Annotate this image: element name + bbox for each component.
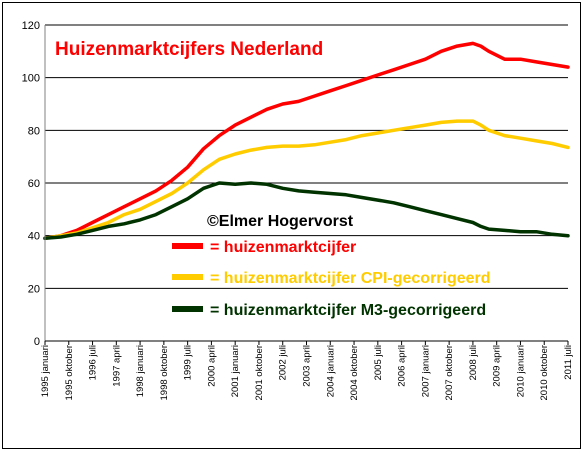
x-tick-label: 1999 juli — [183, 345, 194, 380]
x-tick-label: 2005 juli — [373, 345, 384, 380]
y-tick-label: 60 — [28, 178, 40, 190]
copyright-annotation: ©Elmer Hogervorst — [207, 213, 354, 230]
x-tick-label: 2003 april — [302, 345, 313, 387]
x-tick-label: 2009 april — [492, 345, 503, 387]
x-tick-label: 2011 juli — [563, 345, 574, 380]
x-tick-label: 2008 juli — [468, 345, 479, 380]
y-tick-label: 80 — [28, 125, 40, 137]
series-line-cpi-gecorrigeerd — [43, 119, 570, 241]
axes — [44, 25, 569, 345]
legend-label-cpi: = huizenmarktcijfer CPI-gecorrigeerd — [210, 270, 491, 287]
legend: = huizenmarktcijfer = huizenmarktcijfer … — [172, 239, 491, 319]
x-tick-label: 1998 januari — [135, 345, 146, 397]
x-tick-label: 2004 januari — [325, 345, 336, 397]
x-tick-label: 2010 oktober — [539, 345, 550, 400]
x-tick-label: 2007 oktober — [444, 345, 455, 400]
x-tick-label: 2000 april — [206, 345, 217, 387]
y-tick-label: 120 — [22, 20, 40, 32]
chart-title: Huizenmarktcijfers Nederland — [55, 39, 323, 60]
x-tick-label: 2001 januari — [230, 345, 241, 397]
y-tick-label: 20 — [28, 283, 40, 295]
legend-label-m3: = huizenmarktcijfer M3-gecorrigeerd — [210, 302, 486, 319]
series-line-huizenmarktcijfer — [43, 41, 570, 241]
y-tick-label: 100 — [22, 73, 40, 85]
x-tick-label: 1997 april — [111, 345, 122, 387]
x-tick-label: 2007 januari — [420, 345, 431, 397]
x-tick-label: 1996 juli — [88, 345, 99, 380]
x-tick-label: 2006 april — [397, 345, 408, 387]
x-tick-label: 2010 januari — [515, 345, 526, 397]
x-tick-label: 1995 januari — [40, 345, 51, 397]
y-tick-labels: 0 20 40 60 80 100 120 — [22, 20, 40, 348]
y-tick-label: 40 — [28, 231, 40, 243]
x-tick-label: 1995 oktober — [64, 345, 75, 400]
series-lines — [43, 41, 570, 241]
y-tick-label: 0 — [34, 336, 40, 348]
x-tick-label: 1998 oktober — [159, 345, 170, 400]
x-tick-label: 2004 oktober — [349, 345, 360, 400]
x-tick-label: 2002 juli — [278, 345, 289, 380]
x-tick-label: 2001 oktober — [254, 345, 265, 400]
legend-label-huizenmarktcijfer: = huizenmarktcijfer — [210, 239, 356, 256]
gridlines — [45, 24, 568, 289]
series-line-m3-gecorrigeerd — [43, 181, 570, 241]
x-tick-labels: 1995 januari 1995 oktober 1996 juli 1997 ap… — [40, 345, 574, 400]
